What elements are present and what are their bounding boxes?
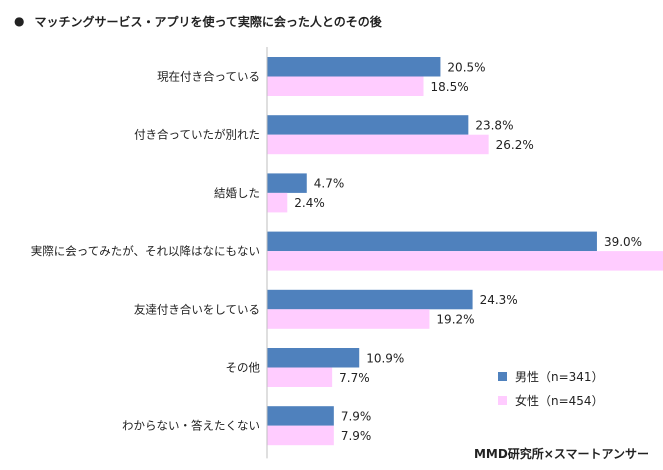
legend-label-male: 男性（n=341） <box>515 369 604 384</box>
legend-item-female: 女性（n=454） <box>498 388 604 412</box>
data-label-female: 26.2% <box>496 138 534 152</box>
legend: 男性（n=341） 女性（n=454） <box>498 364 604 412</box>
bar-male <box>267 57 441 77</box>
bar-female <box>267 309 430 329</box>
data-label-male: 10.9% <box>366 351 404 365</box>
data-label-male: 4.7% <box>314 177 345 191</box>
source-credit: MMD研究所×スマートアンサー <box>473 447 649 461</box>
data-label-male: 7.9% <box>341 409 372 423</box>
bar-male <box>267 231 597 252</box>
bar-female <box>267 134 489 155</box>
bar-male <box>267 289 473 310</box>
bar-female <box>267 192 288 213</box>
data-label-female: 7.9% <box>341 429 372 443</box>
category-label: 現在付き合っている <box>157 70 260 84</box>
chart-title-row: ● マッチングサービス・アプリを使って実際に会った人とのその後 <box>14 8 382 34</box>
data-label-female: 7.7% <box>339 371 370 385</box>
data-label-male: 24.3% <box>480 293 518 307</box>
data-label-female: 2.4% <box>294 196 325 210</box>
bar-female <box>267 251 663 271</box>
bar-female <box>267 76 424 96</box>
title-bullet: ● <box>14 14 25 28</box>
legend-item-male: 男性（n=341） <box>498 364 604 388</box>
bar-female <box>267 425 334 446</box>
legend-swatch-male <box>498 371 507 381</box>
category-label: その他 <box>226 361 261 375</box>
data-label-male: 39.0% <box>604 235 642 249</box>
data-label-female: 18.5% <box>431 80 469 94</box>
category-label: 結婚した <box>214 186 260 200</box>
bar-male <box>267 115 469 135</box>
category-label: 実際に会ってみたが、それ以降はなにもない <box>31 244 260 258</box>
data-label-male: 23.8% <box>475 118 513 132</box>
category-label: 付き合っていたが別れた <box>134 128 260 142</box>
category-label: 友達付き合いをしている <box>134 302 260 316</box>
chart-title: マッチングサービス・アプリを使って実際に会った人とのその後 <box>34 14 382 29</box>
bar-male <box>267 173 307 193</box>
category-label: わからない・答えたくない <box>122 419 260 433</box>
bar-male <box>267 348 360 368</box>
bar-male <box>267 406 334 426</box>
data-label-male: 20.5% <box>447 60 485 74</box>
legend-swatch-female <box>498 395 507 405</box>
bar-female <box>267 367 333 387</box>
legend-label-female: 女性（n=454） <box>515 393 604 408</box>
data-label-female: 19.2% <box>436 313 474 327</box>
